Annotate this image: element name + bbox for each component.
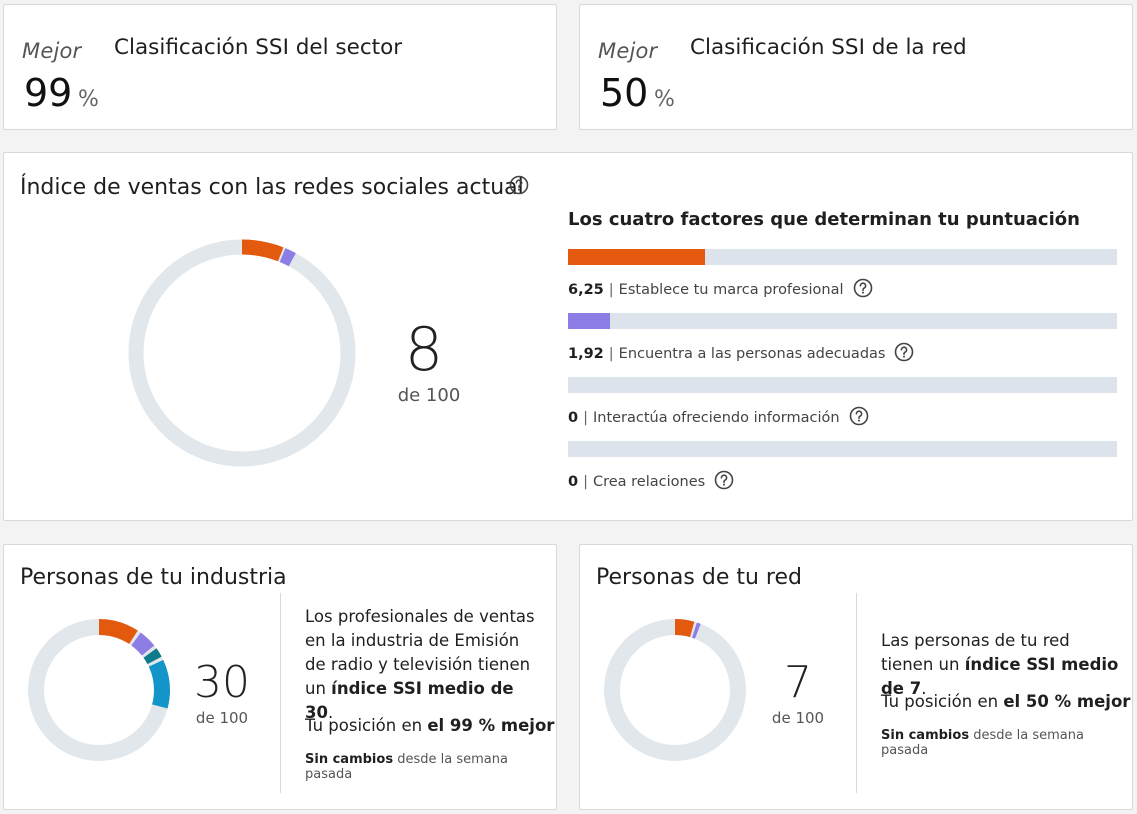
factor-relationships: 0 | Crea relaciones [568,441,1117,494]
help-circle-icon[interactable] [849,406,869,430]
help-circle-icon[interactable] [853,278,873,302]
industry-score: 30 [194,657,250,708]
factor-bar-fill [568,249,706,265]
network-rank-unit: % [654,87,675,112]
industry-description: Los profesionales de ventas en la indust… [305,607,535,722]
factor-value: 0 [568,474,579,490]
sector-rank-unit: % [78,87,99,112]
network-description: Las personas de tu red tienen un índice … [881,631,1119,698]
factor-value: 1,92 [568,346,604,362]
factor-find-people: 1,92 | Encuentra a las personas adecuadas [568,313,1117,366]
factor-bar-track [568,441,1117,457]
donut-track [604,619,746,761]
donut-segment [604,619,746,761]
ssi-title: Índice de ventas con las redes sociales … [20,175,524,200]
factor-bar-track [568,377,1117,393]
ssi-score: 8 [404,315,444,385]
donut-segment [128,239,356,467]
donut-segment [28,619,170,761]
factor-label: Interactúa ofreciendo información [592,410,840,426]
help-circle-icon[interactable] [714,470,734,494]
donut-track [128,239,356,467]
donut-segment [28,619,170,761]
factor-engage: 0 | Interactúa ofreciendo información [568,377,1117,430]
help-circle-icon[interactable] [894,342,914,366]
network-change: Sin cambios desde la semana pasada [881,728,1084,758]
factor-label: Crea relaciones [592,474,706,490]
network-rank-card: Mejor 50 % Clasificación SSI de la red [579,4,1133,130]
factor-value: 6,25 [568,282,604,298]
divider [856,593,857,793]
industry-donut-chart [28,619,170,761]
sector-rank-value: 99 [24,71,73,115]
network-position: Tu posición en el 50 % mejor [881,692,1131,711]
ssi-card: Índice de ventas con las redes sociales … [3,152,1133,521]
factor-bar-fill [568,313,611,329]
network-rank-label: Mejor [598,39,658,63]
sector-rank-card: Mejor 99 % Clasificación SSI del sector [3,4,557,130]
industry-change: Sin cambios desde la semana pasada [305,752,508,782]
sector-rank-title: Clasificación SSI del sector [114,35,403,60]
network-score: 7 [784,657,812,708]
ssi-score-of: de 100 [397,385,461,406]
factor-value: 0 [568,410,579,426]
ssi-donut-chart [128,239,356,467]
network-rank-title: Clasificación SSI de la red [690,35,967,60]
network-donut-chart [604,619,746,761]
help-circle-icon[interactable] [509,175,529,199]
industry-title: Personas de tu industria [20,565,287,590]
factor-label: Establece tu marca profesional [618,282,844,298]
factor-label: Encuentra a las personas adecuadas [618,346,886,362]
network-rank-value: 50 [600,71,649,115]
divider [280,593,281,793]
industry-card: Personas de tu industria 30 de 100 Los p… [3,544,557,810]
network-score-of: de 100 [771,709,825,727]
factor-bar-track [568,249,1117,265]
factor-bar-track [568,313,1117,329]
network-title: Personas de tu red [596,565,802,590]
sector-rank-label: Mejor [22,39,82,63]
factors-title: Los cuatro factores que determinan tu pu… [568,209,1080,230]
industry-score-of: de 100 [195,709,249,727]
industry-position: Tu posición en el 99 % mejor [305,716,555,735]
factor-brand: 6,25 | Establece tu marca profesional [568,249,1117,302]
network-card: Personas de tu red 7 de 100 Las personas… [579,544,1133,810]
